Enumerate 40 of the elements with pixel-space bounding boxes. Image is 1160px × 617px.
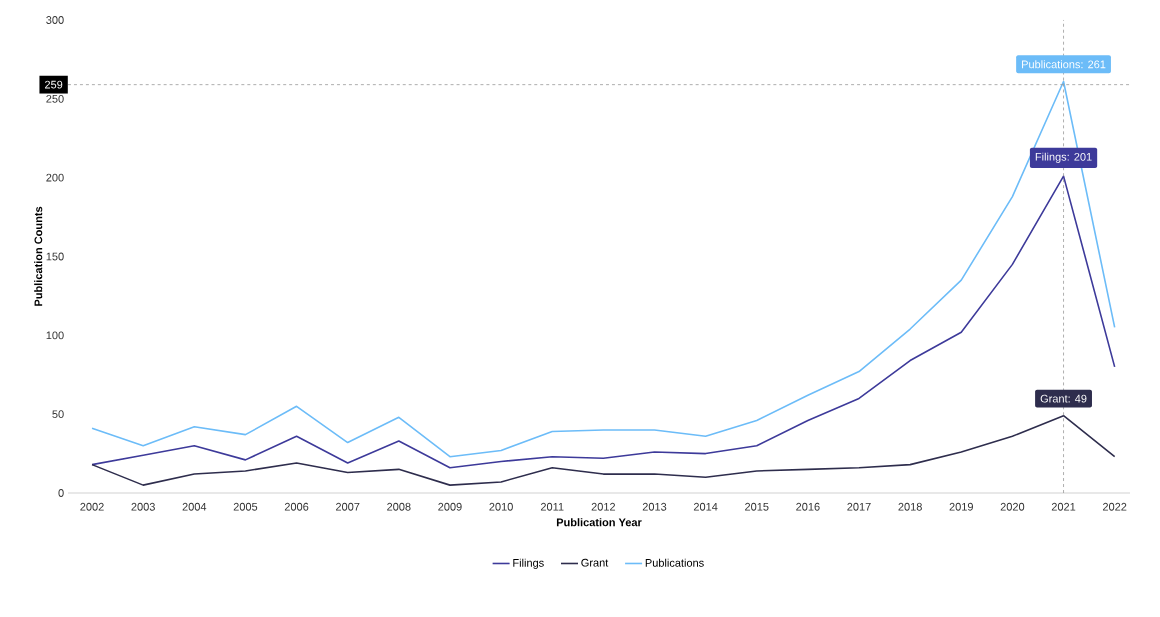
x-tick-label: 2014 [693,502,718,511]
x-axis-title: Publication Year [556,518,642,527]
x-tick-label: 2010 [489,502,513,511]
x-tick-label: 2017 [847,502,871,511]
legend-label: Filings [513,558,544,569]
x-tick-label: 2004 [182,502,207,511]
x-tick-label: 2007 [336,502,360,511]
x-tick-label: 2002 [80,502,104,511]
x-tick-label: 2009 [438,502,462,511]
y-axis-title: Publication Counts [34,206,43,306]
line-series [91,80,1116,458]
legend-label: Publications [645,558,704,567]
x-tick-label: 2011 [540,502,564,511]
x-tick-label: 2012 [591,502,616,511]
annotation: Grant: 49 [1040,394,1087,403]
y-tick-label: 200 [46,173,64,182]
x-tick-label: 2013 [642,502,667,511]
y-tick-label: 100 [46,331,64,340]
x-tick-label: 2005 [233,502,258,511]
x-tick-label: 2022 [1102,502,1127,511]
x-tick-label: 2008 [387,502,411,511]
x-tick-label: 2020 [1000,502,1025,511]
x-tick-label: 2015 [745,502,769,511]
annotation: Filings: 201 [1035,152,1092,163]
y-tick-label: 50 [52,410,64,419]
y-tick-label: 250 [46,94,64,103]
line-series [91,175,1116,469]
annotation: Publications: 261 [1022,60,1106,69]
y-tick-label: 150 [46,252,64,261]
line-series [91,414,1116,486]
legend-label: Grant [581,558,609,567]
y-tick-label: 0 [58,489,64,497]
x-tick-label: 2021 [1051,502,1076,511]
x-tick-label: 2019 [949,502,973,511]
x-tick-label: 2018 [898,502,922,511]
x-tick-label: 2003 [131,502,155,511]
x-tick-label: 2016 [796,502,820,511]
y-tick-label: 300 [46,16,64,24]
x-tick-label: 2006 [284,502,309,511]
ref-line-label: 259 [44,80,63,89]
